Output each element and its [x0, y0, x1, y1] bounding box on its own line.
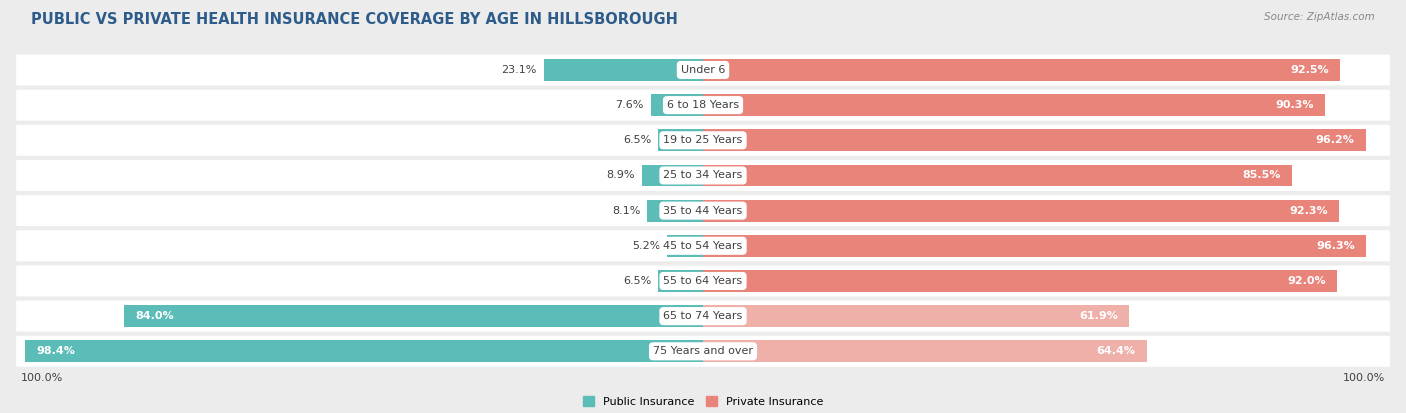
Bar: [703, 200, 1339, 221]
Bar: [658, 129, 703, 151]
FancyBboxPatch shape: [15, 90, 1391, 121]
Text: 100.0%: 100.0%: [21, 373, 63, 383]
Bar: [703, 270, 1337, 292]
Text: 96.2%: 96.2%: [1316, 135, 1355, 145]
Text: 92.5%: 92.5%: [1291, 65, 1329, 75]
Bar: [124, 305, 703, 327]
Legend: Public Insurance, Private Insurance: Public Insurance, Private Insurance: [579, 392, 827, 411]
Text: 65 to 74 Years: 65 to 74 Years: [664, 311, 742, 321]
Text: 7.6%: 7.6%: [616, 100, 644, 110]
Text: 61.9%: 61.9%: [1080, 311, 1118, 321]
FancyBboxPatch shape: [15, 301, 1391, 332]
Text: 85.5%: 85.5%: [1243, 171, 1281, 180]
FancyBboxPatch shape: [15, 125, 1391, 156]
FancyBboxPatch shape: [15, 160, 1391, 191]
Bar: [703, 59, 1340, 81]
Text: 5.2%: 5.2%: [631, 241, 661, 251]
Bar: [544, 59, 703, 81]
FancyBboxPatch shape: [15, 195, 1391, 226]
FancyBboxPatch shape: [15, 336, 1391, 367]
Text: 90.3%: 90.3%: [1275, 100, 1315, 110]
Bar: [651, 94, 703, 116]
Text: 98.4%: 98.4%: [37, 347, 75, 356]
Text: 25 to 34 Years: 25 to 34 Years: [664, 171, 742, 180]
Bar: [703, 129, 1365, 151]
Bar: [703, 340, 1147, 362]
Bar: [703, 164, 1292, 186]
Bar: [641, 164, 703, 186]
Text: 84.0%: 84.0%: [135, 311, 174, 321]
Text: 6 to 18 Years: 6 to 18 Years: [666, 100, 740, 110]
Text: 96.3%: 96.3%: [1316, 241, 1355, 251]
Text: 35 to 44 Years: 35 to 44 Years: [664, 206, 742, 216]
Text: 45 to 54 Years: 45 to 54 Years: [664, 241, 742, 251]
Text: 64.4%: 64.4%: [1097, 347, 1136, 356]
Bar: [668, 235, 703, 257]
Bar: [25, 340, 703, 362]
Text: 19 to 25 Years: 19 to 25 Years: [664, 135, 742, 145]
Bar: [703, 305, 1129, 327]
Text: 55 to 64 Years: 55 to 64 Years: [664, 276, 742, 286]
Text: 8.9%: 8.9%: [606, 171, 634, 180]
Text: 100.0%: 100.0%: [1343, 373, 1385, 383]
Text: 92.0%: 92.0%: [1286, 276, 1326, 286]
FancyBboxPatch shape: [15, 230, 1391, 261]
FancyBboxPatch shape: [15, 55, 1391, 85]
Bar: [658, 270, 703, 292]
Text: Under 6: Under 6: [681, 65, 725, 75]
Bar: [647, 200, 703, 221]
Bar: [703, 235, 1367, 257]
Text: 92.3%: 92.3%: [1289, 206, 1327, 216]
FancyBboxPatch shape: [15, 266, 1391, 297]
Text: 6.5%: 6.5%: [623, 276, 651, 286]
Text: Source: ZipAtlas.com: Source: ZipAtlas.com: [1264, 12, 1375, 22]
Text: 23.1%: 23.1%: [502, 65, 537, 75]
Text: 8.1%: 8.1%: [612, 206, 640, 216]
Text: 75 Years and over: 75 Years and over: [652, 347, 754, 356]
Text: PUBLIC VS PRIVATE HEALTH INSURANCE COVERAGE BY AGE IN HILLSBOROUGH: PUBLIC VS PRIVATE HEALTH INSURANCE COVER…: [31, 12, 678, 27]
Text: 6.5%: 6.5%: [623, 135, 651, 145]
Bar: [703, 94, 1324, 116]
